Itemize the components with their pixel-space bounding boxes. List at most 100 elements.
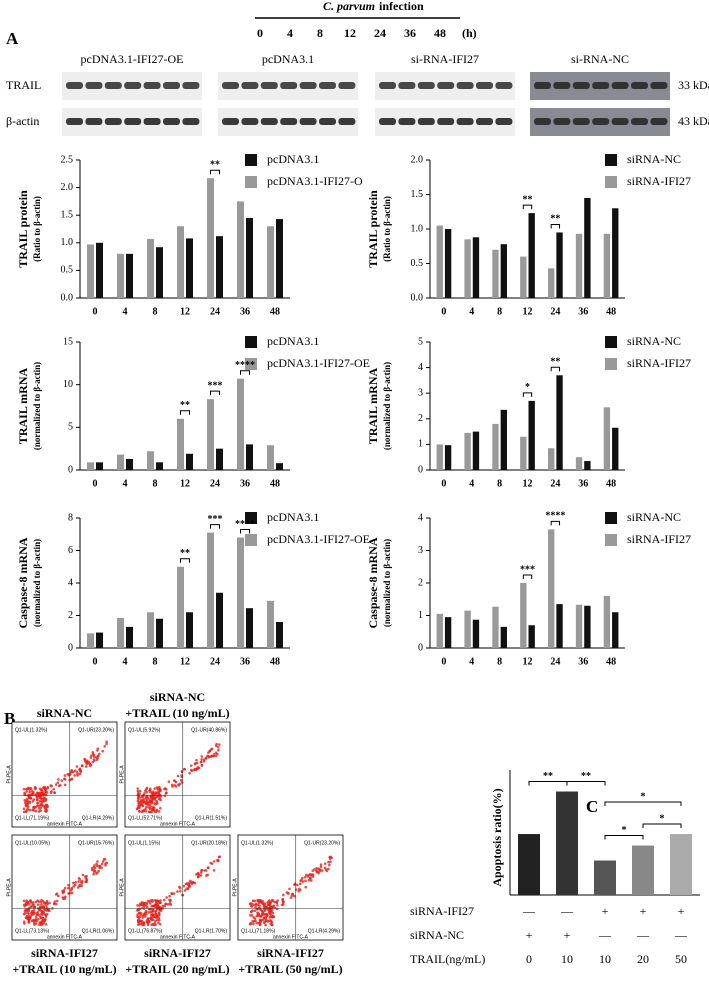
blot-group: pcDNA3.1 bbox=[262, 52, 314, 66]
event-dot bbox=[40, 903, 43, 906]
bar bbox=[612, 208, 619, 298]
event-dot bbox=[91, 760, 95, 764]
event-dot bbox=[27, 912, 30, 916]
quadrant-label: Q1-UR(23.20%) bbox=[304, 840, 340, 846]
bar bbox=[267, 445, 274, 470]
bar bbox=[472, 237, 480, 298]
event-dot bbox=[34, 918, 38, 921]
event-dot bbox=[36, 910, 40, 914]
blot-band bbox=[495, 82, 513, 89]
blot-band bbox=[280, 118, 298, 125]
event-dot bbox=[45, 805, 48, 809]
sig-label: *** bbox=[520, 564, 535, 575]
event-dot bbox=[266, 901, 269, 904]
sig-label: **** bbox=[235, 360, 255, 371]
bar bbox=[575, 457, 583, 470]
bar bbox=[267, 226, 274, 298]
event-dot bbox=[195, 873, 198, 876]
bar bbox=[575, 604, 583, 648]
event-dot bbox=[156, 787, 159, 791]
event-dot bbox=[199, 874, 203, 877]
table-cell: — bbox=[674, 928, 688, 942]
event-dot bbox=[74, 881, 78, 884]
blot-band bbox=[143, 82, 161, 89]
legend-swatch bbox=[245, 154, 257, 166]
sig-label: ** bbox=[581, 771, 591, 782]
bar bbox=[237, 537, 244, 648]
x-tick-label: 8 bbox=[497, 656, 502, 667]
event-dot bbox=[22, 810, 26, 814]
event-dot bbox=[96, 860, 99, 863]
blot-band bbox=[534, 118, 551, 125]
blot-band bbox=[338, 118, 356, 125]
event-dot bbox=[170, 783, 174, 787]
event-dot bbox=[210, 754, 214, 758]
bar bbox=[147, 238, 154, 298]
bar bbox=[575, 233, 583, 298]
event-dot bbox=[84, 765, 88, 768]
bar bbox=[444, 445, 452, 470]
quadrant-label: Q1-UL(1.32%) bbox=[241, 840, 274, 846]
bar bbox=[216, 448, 223, 470]
event-dot bbox=[200, 764, 204, 767]
sig-bracket bbox=[210, 390, 220, 396]
event-dot bbox=[27, 903, 31, 906]
event-dot bbox=[84, 876, 88, 880]
flow-title: siRNA-IFI27 bbox=[31, 946, 98, 960]
y-axis-label: Caspase-8 mRNA bbox=[16, 537, 30, 628]
event-dot bbox=[139, 903, 143, 906]
event-dot bbox=[147, 911, 150, 914]
bar bbox=[117, 253, 124, 298]
event-dot bbox=[187, 883, 191, 887]
x-tick-label: 24 bbox=[210, 478, 220, 489]
event-dot bbox=[169, 903, 173, 906]
sig-label: * bbox=[641, 791, 646, 802]
table-cell: + bbox=[526, 928, 533, 942]
event-dot bbox=[148, 797, 151, 801]
event-dot bbox=[311, 869, 315, 872]
event-dot bbox=[299, 879, 302, 883]
sig-bracket bbox=[522, 204, 533, 210]
blot-band bbox=[553, 118, 571, 125]
event-dot bbox=[155, 792, 159, 795]
event-dot bbox=[178, 886, 182, 890]
blot-band bbox=[495, 118, 513, 125]
blot-band bbox=[611, 82, 629, 89]
blot-band bbox=[592, 118, 610, 125]
event-dot bbox=[177, 783, 180, 787]
event-dot bbox=[154, 915, 157, 918]
event-dot bbox=[270, 908, 274, 912]
event-dot bbox=[197, 766, 201, 770]
sig-label: * bbox=[622, 825, 627, 836]
x-tick-label: 12 bbox=[523, 306, 533, 317]
event-dot bbox=[63, 886, 67, 890]
event-dot bbox=[218, 855, 222, 858]
x-tick-label: 12 bbox=[180, 656, 190, 667]
bar bbox=[246, 608, 253, 648]
event-dot bbox=[272, 904, 276, 908]
event-dot bbox=[46, 786, 50, 790]
bar bbox=[492, 249, 499, 298]
timepoint: 4 bbox=[287, 26, 293, 40]
event-dot bbox=[42, 797, 45, 800]
x-tick-label: 4 bbox=[123, 306, 128, 317]
event-dot bbox=[166, 903, 170, 906]
event-dot bbox=[67, 883, 70, 887]
bar bbox=[126, 253, 133, 298]
bar bbox=[237, 378, 244, 470]
y-axis-label: Caspase-8 mRNA bbox=[366, 537, 380, 628]
event-dot bbox=[100, 866, 103, 870]
event-dot bbox=[301, 876, 304, 880]
bar bbox=[276, 219, 283, 298]
event-dot bbox=[304, 885, 308, 889]
timepoint: 0 bbox=[257, 26, 263, 40]
sig-label: ** bbox=[523, 194, 533, 205]
blot-band bbox=[260, 82, 278, 89]
event-dot bbox=[40, 799, 43, 803]
event-dot bbox=[276, 903, 279, 907]
event-dot bbox=[28, 787, 32, 790]
blot-band bbox=[379, 118, 396, 125]
flow-title: +TRAIL (10 ng/mL) bbox=[12, 962, 116, 976]
flow-y-label: PI-PE-A bbox=[119, 765, 125, 784]
y-axis-sublabel: (Ratio to β-actin) bbox=[32, 196, 42, 262]
